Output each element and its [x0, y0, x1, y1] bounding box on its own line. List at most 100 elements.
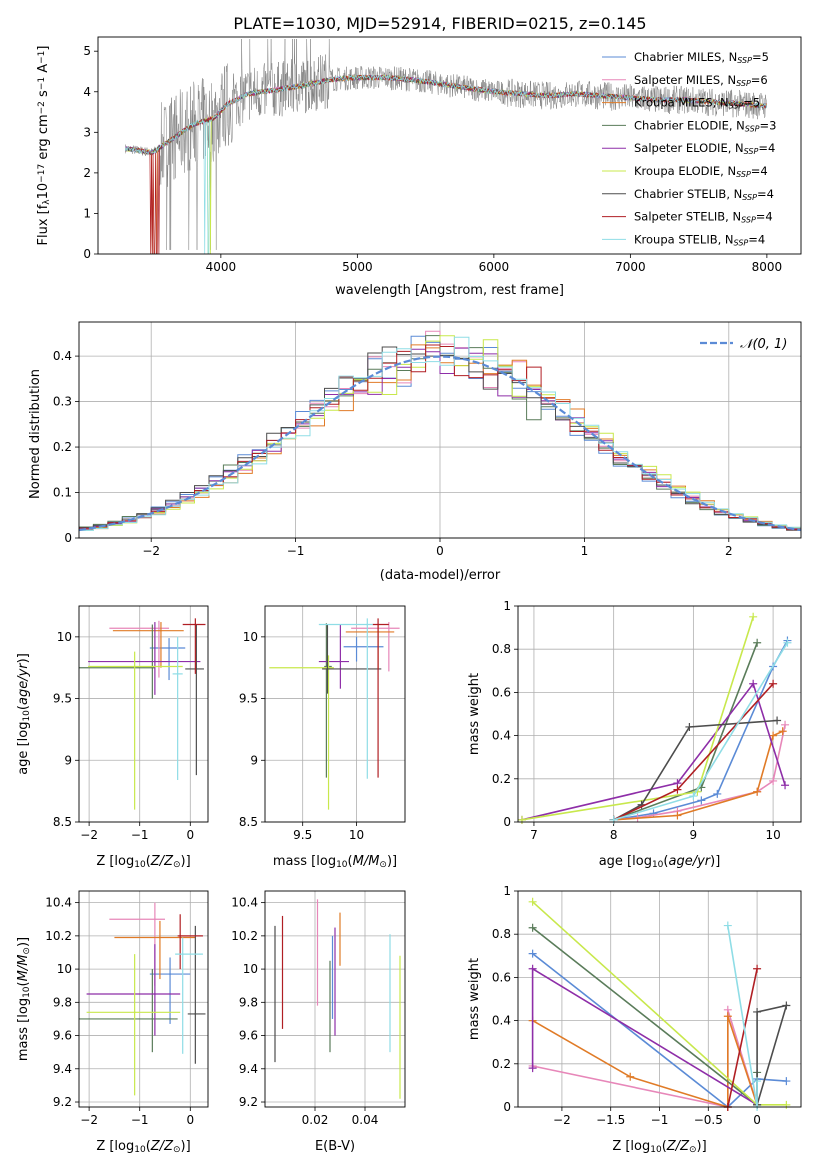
- x-tick-label: 5000: [342, 260, 373, 274]
- x-tick-label: 1: [581, 544, 589, 558]
- axes-frame: [264, 890, 406, 1108]
- y-axis-label: Normed distribution: [28, 369, 43, 499]
- marker-chabrier_stelib: [782, 1001, 791, 1010]
- marker-chabrier_stelib: [685, 722, 694, 731]
- marker-chabrier_miles: [649, 809, 658, 818]
- series-kroupa_miles: [532, 1016, 758, 1107]
- x-tick-label: −1.5: [596, 1113, 625, 1127]
- x-axis-label: Z [log10(Z/Z⊙)]: [96, 1139, 190, 1155]
- point-chabrier_miles: [355, 645, 358, 648]
- marker-salpeter_stelib: [769, 679, 778, 688]
- axes-frame: [97, 36, 802, 255]
- y-tick-label: 9: [64, 753, 72, 767]
- marker-kroupa_stelib: [609, 815, 618, 824]
- marker-kroupa_stelib: [783, 638, 792, 647]
- y-tick-label: 9.2: [239, 1095, 258, 1109]
- marker-salpeter_elodie: [528, 1064, 537, 1073]
- point-chabrier_elodie: [151, 666, 154, 669]
- y-tick-label: 0.2: [53, 440, 72, 454]
- observed-spectrum: [125, 38, 767, 250]
- axes-frame: [78, 605, 209, 823]
- point-chabrier_stelib: [194, 1013, 197, 1015]
- y-axis-label: age [log10(age/yr)]: [16, 653, 32, 775]
- x-tick-label: 0: [436, 544, 444, 558]
- marker-kroupa_miles: [778, 727, 787, 736]
- y-tick-label: 0.8: [492, 642, 511, 656]
- series-kroupa_stelib: [613, 642, 789, 821]
- y-tick-label: 0.3: [53, 395, 72, 409]
- y-tick-label: 0.1: [53, 486, 72, 500]
- marker-kroupa_stelib: [723, 921, 732, 930]
- y-tick-label: 1: [83, 206, 91, 220]
- marker-kroupa_elodie: [517, 815, 526, 824]
- x-axis-label: mass [log10(M/M⊙)]: [273, 854, 397, 870]
- point-salpeter_stelib: [179, 934, 182, 937]
- y-tick-label: 10.4: [231, 896, 258, 910]
- marker-chabrier_elodie: [753, 638, 762, 647]
- figure-title: PLATE=1030, MJD=52914, FIBERID=0215, z=0…: [233, 14, 646, 33]
- model-spectrum-kroupa_stelib: [124, 74, 767, 254]
- legend-label-salpeter_miles: Salpeter MILES, NSSP=6: [634, 73, 768, 88]
- normal-curve: [79, 355, 801, 532]
- marker-kroupa_elodie: [782, 1100, 791, 1109]
- y-tick-label: 0: [503, 815, 511, 829]
- y-tick-label: 10: [57, 962, 72, 976]
- marker-chabrier_miles: [713, 789, 722, 798]
- x-tick-label: 0.04: [352, 1113, 379, 1127]
- y-tick-label: 10: [57, 630, 72, 644]
- point-salpeter_miles: [387, 627, 390, 630]
- marker-kroupa_miles: [769, 731, 778, 740]
- x-tick-label: 10: [349, 828, 364, 842]
- y-tick-label: 9.8: [239, 995, 258, 1009]
- panel-residuals: −2 −1 0 1 2 0 0.1 0.2 0.3 0.4 𝒩(0, 1) (data-model)/…: [28, 321, 802, 583]
- point-kroupa_stelib: [181, 953, 184, 956]
- y-tick-label: 9.6: [53, 1029, 72, 1043]
- y-tick-label: 9.4: [53, 1062, 72, 1076]
- panel-mass_vs_ebv: 0.02 0.04 9.2 9.4 9.6 9.8 10 10.2 10.4 E(B-V): [231, 890, 406, 1154]
- y-tick-label: 9.5: [239, 692, 258, 706]
- y-axis-label: Flux [fλ10−17 erg cm−2 s−1 A−1]: [36, 46, 52, 246]
- y-tick-label: 0: [83, 247, 91, 261]
- x-axis-label: Z [log10(Z/Z⊙)]: [96, 854, 190, 870]
- marker-salpeter_miles: [781, 720, 790, 729]
- axes-frame: [78, 321, 802, 539]
- legend-label-chabrier_miles: Chabrier MILES, NSSP=5: [634, 50, 769, 65]
- x-tick-label: 7000: [615, 260, 646, 274]
- panel-weight_vs_Z: −2 −1.5 −1 −0.5 0 0 0.2 0.4 0.6 0.8 1 Z [log10(Z/Z⊙…: [467, 884, 802, 1155]
- axes-frame: [517, 605, 802, 823]
- y-axis-label: mass [log10(M/M⊙)]: [16, 937, 32, 1061]
- y-tick-label: 0.8: [492, 927, 511, 941]
- point-kroupa_elodie: [133, 1011, 136, 1014]
- axes-frame: [264, 605, 406, 823]
- x-tick-label: 9: [690, 828, 698, 842]
- marker-salpeter_elodie: [749, 679, 758, 688]
- y-tick-label: 0: [64, 531, 72, 545]
- marker-kroupa_elodie: [749, 612, 758, 621]
- spectrum-legend: Chabrier MILES, NSSP=5 Salpeter MILES, NS…: [602, 50, 776, 247]
- y-tick-label: 8.5: [53, 815, 72, 829]
- point-kroupa_stelib: [176, 672, 179, 675]
- legend-label-kroupa_stelib: Kroupa STELIB, NSSP=4: [634, 232, 765, 247]
- y-tick-label: 0.2: [492, 1057, 511, 1071]
- point-chabrier_miles: [168, 647, 170, 649]
- series-salpeter_stelib: [727, 968, 758, 1107]
- x-tick-label: 4000: [206, 260, 237, 274]
- y-tick-label: 0.4: [492, 1014, 511, 1028]
- series-chabrier_elodie: [532, 927, 758, 1107]
- point-kroupa_miles: [159, 936, 161, 939]
- point-chabrier_elodie: [325, 665, 328, 668]
- y-tick-label: 10: [243, 630, 258, 644]
- x-tick-label: −1: [287, 544, 305, 558]
- y-tick-label: 0.4: [53, 349, 72, 363]
- x-tick-label: −2: [80, 1113, 98, 1127]
- x-tick-label: 8000: [752, 260, 783, 274]
- legend-label-chabrier_stelib: Chabrier STELIB, NSSP=4: [634, 187, 774, 202]
- y-axis-label: mass weight: [467, 673, 482, 755]
- x-tick-label: 7: [530, 828, 538, 842]
- y-tick-label: 0.4: [492, 729, 511, 743]
- y-axis-label: mass weight: [467, 958, 482, 1040]
- y-tick-label: 9: [250, 753, 258, 767]
- y-tick-label: 9.8: [53, 995, 72, 1009]
- axes-frame: [78, 890, 209, 1108]
